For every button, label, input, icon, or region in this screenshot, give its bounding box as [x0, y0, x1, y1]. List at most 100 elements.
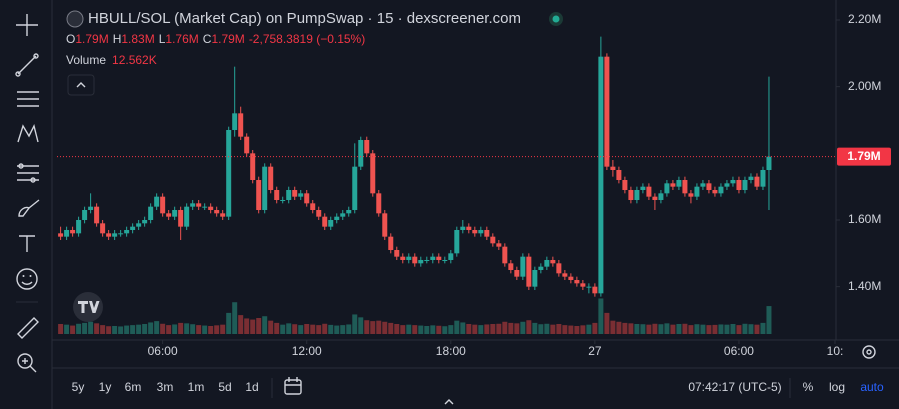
volume-bar: [274, 322, 280, 334]
candle-body: [532, 270, 538, 287]
high-value: 1.83M: [121, 32, 154, 46]
candle-body: [346, 210, 352, 214]
tv-logo: [73, 292, 103, 322]
candle-body: [100, 223, 106, 234]
zoom-tool[interactable]: [17, 353, 37, 373]
volume-bar: [322, 323, 328, 334]
volume-bar: [718, 324, 724, 334]
volume-bar: [100, 325, 106, 334]
projection-tool[interactable]: [17, 163, 39, 183]
candle-body: [340, 213, 346, 217]
candle-body: [94, 206, 100, 224]
volume-bar: [142, 324, 148, 334]
volume-bar: [598, 298, 604, 334]
timeframe-button[interactable]: 5y: [72, 380, 85, 394]
volume-bar: [652, 323, 658, 334]
timeframe-button[interactable]: 5d: [218, 380, 231, 394]
last-price-tag: [837, 147, 891, 166]
candle-body: [220, 213, 226, 217]
candle-body: [238, 113, 244, 137]
volume-bar: [310, 324, 316, 334]
y-tick-label: 2.00M: [848, 79, 881, 93]
volume-bar: [604, 312, 610, 334]
volume-bar: [742, 323, 748, 334]
candle-body: [436, 256, 442, 260]
volume-bar: [700, 324, 706, 334]
scale-option[interactable]: auto: [860, 380, 884, 394]
candle-body: [724, 183, 730, 187]
volume-bar: [562, 325, 568, 334]
brush-tool[interactable]: [18, 199, 40, 217]
volume-bar: [334, 325, 340, 334]
candle-body: [634, 190, 640, 200]
gear-button[interactable]: [862, 345, 876, 359]
candle-body: [502, 246, 508, 264]
candle-body: [184, 206, 190, 227]
text-tool[interactable]: [19, 235, 35, 252]
volume-bar: [292, 324, 298, 334]
volume-bar: [298, 325, 304, 334]
toolbar: [15, 14, 40, 373]
volume-bar: [238, 315, 244, 334]
volume-bar: [412, 325, 418, 334]
candle-body: [58, 233, 64, 237]
candle-body: [550, 260, 556, 264]
volume-bar: [748, 324, 754, 334]
volume-bar: [712, 324, 718, 334]
candle-body: [472, 230, 478, 234]
candle-body: [496, 243, 502, 247]
timeframe-button[interactable]: 1d: [245, 380, 258, 394]
candle-body: [388, 236, 394, 250]
volume-bar: [382, 321, 388, 334]
timeframe-button[interactable]: 1y: [99, 380, 112, 394]
candle-body: [244, 136, 250, 154]
ohlc-legend: O1.79M H1.83M L1.76M C1.79M -2,758.3819 (−0.…: [66, 32, 365, 46]
scale-option[interactable]: %: [803, 380, 814, 394]
volume-bar: [178, 322, 184, 334]
candle-body: [580, 283, 586, 287]
candle-body: [262, 166, 268, 210]
collapse-legend-button[interactable]: [67, 74, 95, 96]
crosshair-tool[interactable]: [16, 14, 38, 36]
volume-bar: [520, 321, 526, 334]
change-value: -2,758.3819 (−0.15%): [249, 32, 365, 46]
date-range-button[interactable]: [284, 377, 302, 395]
x-tick-label: 06:00: [724, 344, 754, 358]
volume-bar: [82, 322, 88, 334]
expand-handle[interactable]: [444, 399, 454, 405]
trend-line-tool[interactable]: [15, 53, 39, 77]
volume-bar: [268, 320, 274, 334]
candle-body: [214, 210, 220, 214]
timeframe-button[interactable]: 6m: [125, 380, 142, 394]
volume-bar: [616, 321, 622, 334]
volume-bar: [232, 302, 238, 334]
candle-body: [202, 206, 208, 208]
volume-bar: [406, 324, 412, 334]
volume-bar: [466, 324, 472, 334]
volume-bar: [454, 320, 460, 334]
volume-bar: [670, 324, 676, 334]
ruler-tool[interactable]: [17, 317, 39, 339]
status-dot: [552, 15, 560, 23]
fib-tool[interactable]: [17, 91, 39, 107]
pattern-tool[interactable]: [17, 123, 39, 143]
scale-option[interactable]: log: [829, 380, 845, 394]
emoji-tool[interactable]: [16, 268, 38, 290]
candle-body: [178, 210, 184, 227]
volume-bar: [424, 326, 430, 334]
volume-bar: [448, 325, 454, 334]
volume-bar: [694, 324, 700, 334]
volume-bar: [400, 325, 406, 334]
timeframe-button[interactable]: 3m: [157, 380, 174, 394]
volume-bar: [514, 323, 520, 334]
candle-body: [538, 266, 544, 270]
chart-title: HBULL/SOL (Market Cap) on PumpSwap · 15 …: [88, 10, 521, 27]
y-tick-label: 1.40M: [848, 279, 881, 293]
candle-body: [334, 216, 340, 220]
volume-bar: [496, 323, 502, 334]
volume-bar: [490, 324, 496, 334]
volume-bar: [706, 325, 712, 334]
timeframe-button[interactable]: 1m: [188, 380, 205, 394]
x-tick-label: 18:00: [436, 344, 466, 358]
candle-body: [568, 276, 574, 280]
